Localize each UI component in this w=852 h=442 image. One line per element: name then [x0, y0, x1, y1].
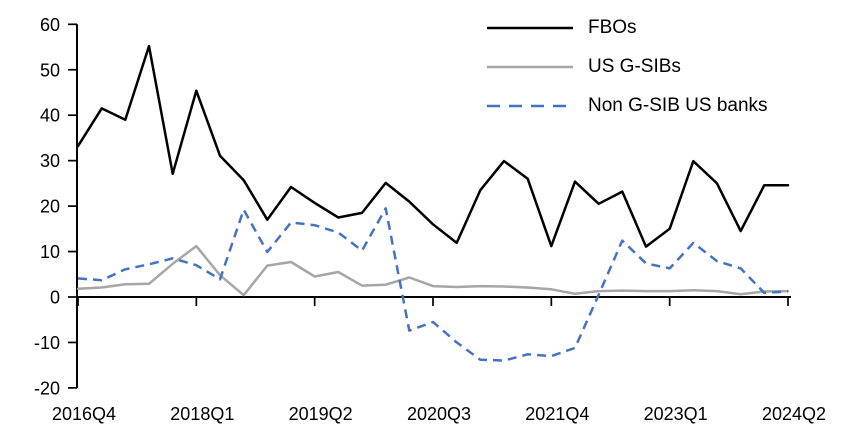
legend-label-non-gsib: Non G-SIB US banks — [588, 94, 768, 116]
y-tick-label: 0 — [50, 288, 60, 308]
y-tick-label: -20 — [34, 378, 60, 398]
x-tick-label: 2024Q2 — [762, 404, 826, 424]
legend-row-us-gsibs: US G-SIBs — [487, 47, 768, 86]
y-tick-label: 40 — [40, 106, 60, 126]
legend-row-non-gsib: Non G-SIB US banks — [487, 86, 768, 125]
x-tick-label: 2016Q4 — [52, 404, 116, 424]
x-tick-label: 2018Q1 — [170, 404, 234, 424]
legend-label-us-gsibs: US G-SIBs — [588, 55, 681, 77]
legend-label-fbos: FBOs — [588, 16, 637, 38]
legend: FBOs US G-SIBs Non G-SIB US banks — [487, 8, 768, 125]
series-line-us-g-sibs — [76, 244, 790, 297]
y-tick-label: -10 — [34, 333, 60, 353]
x-tick-label: 2020Q3 — [407, 404, 471, 424]
x-tick-label: 2023Q1 — [644, 404, 708, 424]
y-tick-label: 10 — [40, 242, 60, 262]
legend-row-fbos: FBOs — [487, 8, 768, 47]
y-tick-label: 50 — [40, 60, 60, 80]
y-tick-label: 60 — [40, 15, 60, 35]
y-tick-label: 20 — [40, 197, 60, 217]
x-tick-label: 2019Q2 — [289, 404, 353, 424]
x-tick-label: 2021Q4 — [525, 404, 589, 424]
legend-line-sample-non-gsib — [487, 104, 573, 107]
y-tick-label: 30 — [40, 151, 60, 171]
legend-line-sample-us-gsibs — [487, 65, 573, 68]
series-line-non-g-sib-us-banks — [77, 207, 789, 362]
series-line-fbos — [76, 44, 790, 248]
legend-line-sample-fbos — [487, 26, 573, 29]
